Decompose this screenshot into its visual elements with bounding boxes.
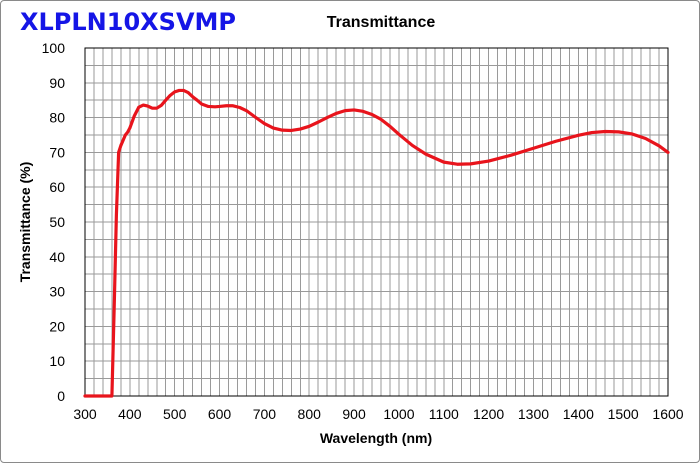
- y-tick-label: 80: [49, 110, 65, 126]
- x-tick-label: 700: [253, 406, 277, 422]
- y-tick-label: 10: [49, 353, 65, 369]
- plot-area-border: [84, 47, 669, 397]
- y-tick-label: 90: [49, 75, 65, 91]
- x-tick-label: 500: [163, 406, 187, 422]
- x-tick-label: 1100: [429, 406, 459, 422]
- y-tick-label: 50: [49, 214, 65, 230]
- y-tick-labels: 0 10 20 30 40 50 60 70 80 90 100: [42, 40, 66, 404]
- y-tick-label: 0: [57, 388, 65, 404]
- x-tick-label: 300: [73, 406, 97, 422]
- x-tick-label: 1300: [518, 406, 549, 422]
- transmittance-series-line: [83, 88, 670, 398]
- x-tick-label: 800: [298, 406, 322, 422]
- y-tick-label: 70: [49, 144, 65, 160]
- chart-title: Transmittance: [326, 14, 436, 31]
- x-tick-label: 1500: [608, 406, 639, 422]
- x-tick-labels: 300 400 500 600 700 800 900 1000 1100 1200 1300 140…: [73, 406, 683, 422]
- y-tick-label: 100: [42, 40, 66, 56]
- series-group: [83, 88, 670, 398]
- x-tick-label: 400: [118, 406, 142, 422]
- x-tick-label: 1000: [383, 406, 414, 422]
- product-name: XLPLN10XSVMP: [20, 8, 236, 36]
- grid-lines: [84, 47, 669, 397]
- y-tick-label: 20: [49, 318, 65, 334]
- y-tick-label: 40: [49, 249, 65, 265]
- y-axis-label: Transmittance (%): [17, 162, 33, 283]
- x-tick-label: 900: [342, 406, 366, 422]
- x-tick-label: 600: [208, 406, 232, 422]
- x-tick-label: 1600: [652, 406, 683, 422]
- x-axis-label: Wavelength (nm): [320, 430, 432, 446]
- y-tick-label: 60: [49, 179, 65, 195]
- x-tick-label: 1400: [563, 406, 594, 422]
- x-tick-label: 1200: [473, 406, 504, 422]
- plot-border: [84, 47, 669, 397]
- y-tick-label: 30: [49, 284, 65, 300]
